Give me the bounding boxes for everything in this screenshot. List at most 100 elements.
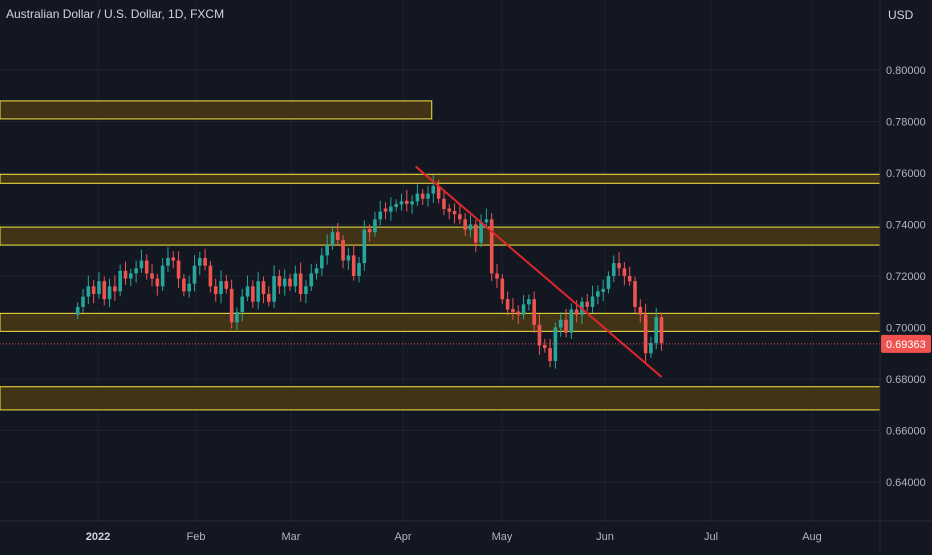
candle-body[interactable] <box>160 265 165 287</box>
candle-body[interactable] <box>346 255 351 261</box>
candle-body[interactable] <box>420 193 425 199</box>
candle-body[interactable] <box>282 278 287 287</box>
candle-body[interactable] <box>171 257 176 261</box>
candle-body[interactable] <box>633 281 637 307</box>
candle-body[interactable] <box>617 263 621 269</box>
candle-body[interactable] <box>537 324 542 346</box>
candle-body[interactable] <box>611 263 616 276</box>
support-resistance-zone[interactable] <box>0 312 881 332</box>
candle-body[interactable] <box>113 286 117 292</box>
candle-body[interactable] <box>452 211 457 215</box>
candle-body[interactable] <box>415 193 420 202</box>
candle-body[interactable] <box>394 203 398 207</box>
candle-body[interactable] <box>309 273 314 287</box>
candle-body[interactable] <box>320 255 324 269</box>
candle-body[interactable] <box>341 239 345 261</box>
candle-body[interactable] <box>410 201 414 205</box>
candle-body[interactable] <box>596 291 600 297</box>
candle-body[interactable] <box>187 283 191 292</box>
candle-body[interactable] <box>229 288 234 323</box>
candle-body[interactable] <box>654 317 659 343</box>
candle-body[interactable] <box>150 273 154 279</box>
candle-body[interactable] <box>569 309 574 333</box>
candle-body[interactable] <box>144 260 149 274</box>
candle-body[interactable] <box>118 270 122 292</box>
candle-body[interactable] <box>134 268 138 274</box>
candle-body[interactable] <box>638 306 643 315</box>
candle-body[interactable] <box>389 206 393 212</box>
candle-body[interactable] <box>436 185 441 199</box>
candle-body[interactable] <box>325 245 329 256</box>
candle-body[interactable] <box>203 257 207 266</box>
candle-body[interactable] <box>383 208 388 212</box>
candle-body[interactable] <box>601 288 605 292</box>
candle-body[interactable] <box>404 200 409 204</box>
candle-body[interactable] <box>91 286 96 295</box>
candle-body[interactable] <box>86 286 91 297</box>
candle-body[interactable] <box>442 198 446 210</box>
candle-body[interactable] <box>548 348 552 361</box>
candle-body[interactable] <box>224 281 229 289</box>
candle-body[interactable] <box>473 224 478 243</box>
candle-body[interactable] <box>362 229 367 264</box>
candle-body[interactable] <box>251 286 255 302</box>
candle-body[interactable] <box>182 278 186 292</box>
candle-body[interactable] <box>590 296 595 307</box>
candle-body[interactable] <box>458 214 462 220</box>
candle-body[interactable] <box>272 276 276 302</box>
candle-body[interactable] <box>564 319 568 333</box>
candle-body[interactable] <box>542 345 547 349</box>
support-resistance-zone[interactable] <box>0 226 881 246</box>
candle-body[interactable] <box>489 219 494 274</box>
candle-body[interactable] <box>75 306 80 315</box>
candle-body[interactable] <box>213 286 218 295</box>
candle-body[interactable] <box>155 278 160 287</box>
candle-body[interactable] <box>335 232 340 240</box>
candle-body[interactable] <box>447 208 452 212</box>
candle-body[interactable] <box>139 260 144 269</box>
candle-body[interactable] <box>484 219 489 223</box>
candle-body[interactable] <box>208 265 213 287</box>
candle-body[interactable] <box>479 221 483 243</box>
candle-body[interactable] <box>431 185 436 194</box>
candle-body[interactable] <box>293 273 298 287</box>
candle-body[interactable] <box>643 314 648 354</box>
candle-body[interactable] <box>298 273 303 295</box>
candle-body[interactable] <box>606 276 611 289</box>
candle-body[interactable] <box>373 219 377 233</box>
candle-body[interactable] <box>399 201 404 205</box>
candle-body[interactable] <box>235 312 239 323</box>
support-resistance-zone[interactable] <box>0 100 433 120</box>
candle-body[interactable] <box>314 268 319 274</box>
candle-body[interactable] <box>304 286 308 295</box>
candle-body[interactable] <box>511 308 515 313</box>
candle-body[interactable] <box>649 342 653 354</box>
candle-body[interactable] <box>558 319 563 328</box>
trendline[interactable] <box>415 165 663 378</box>
candle-body[interactable] <box>330 232 335 246</box>
candle-body[interactable] <box>107 286 112 300</box>
support-resistance-zone[interactable] <box>0 173 881 184</box>
candle-body[interactable] <box>166 257 170 266</box>
candle-body[interactable] <box>622 268 627 276</box>
candle-body[interactable] <box>240 296 245 313</box>
candle-body[interactable] <box>357 263 361 276</box>
candle-body[interactable] <box>521 304 526 315</box>
candle-body[interactable] <box>277 276 282 287</box>
candle-body[interactable] <box>256 281 260 302</box>
candle-body[interactable] <box>505 299 510 310</box>
candle-body[interactable] <box>527 299 531 305</box>
candle-body[interactable] <box>627 276 632 282</box>
candle-body[interactable] <box>351 255 356 276</box>
candle-body[interactable] <box>288 278 292 287</box>
candle-body[interactable] <box>426 193 430 199</box>
candle-body[interactable] <box>367 229 372 233</box>
candle-body[interactable] <box>81 296 85 307</box>
candle-body[interactable] <box>574 309 579 315</box>
candle-body[interactable] <box>219 281 223 295</box>
candle-body[interactable] <box>192 265 197 284</box>
candle-body[interactable] <box>532 299 536 325</box>
candle-body[interactable] <box>97 281 101 295</box>
